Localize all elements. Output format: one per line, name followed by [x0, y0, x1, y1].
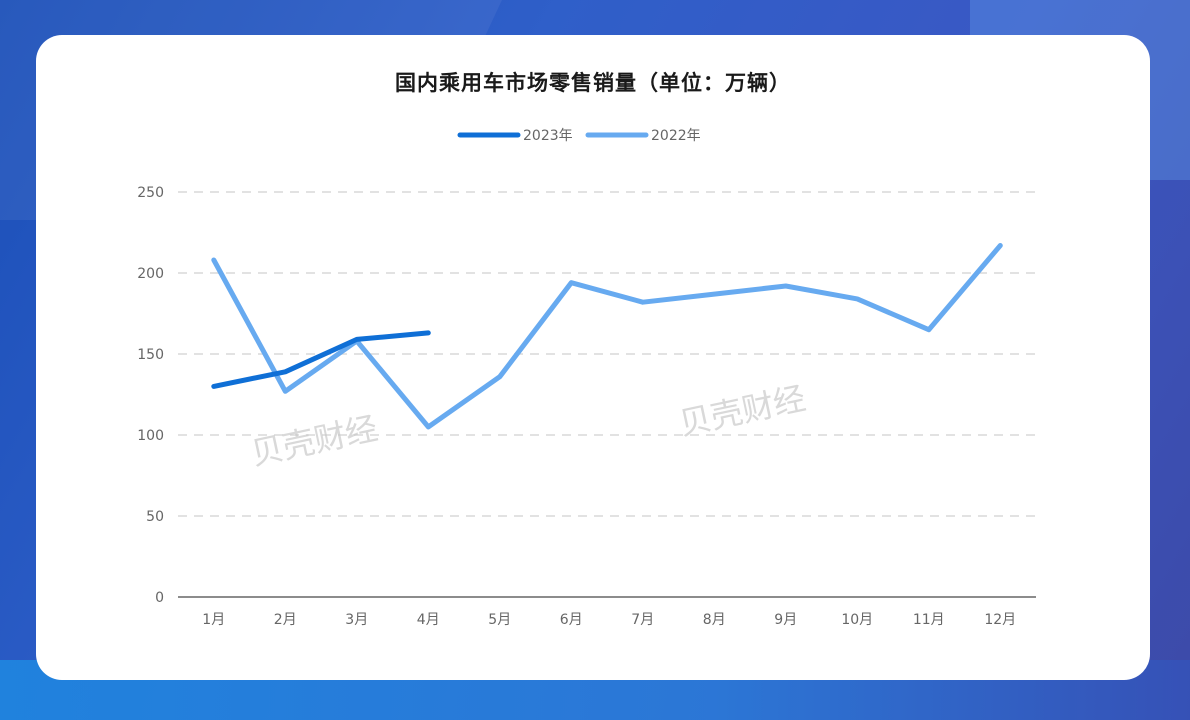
x-tick-label: 11月	[913, 612, 945, 628]
x-tick-label: 3月	[345, 612, 368, 628]
x-tick-label: 12月	[984, 612, 1016, 628]
x-tick-label: 6月	[560, 612, 583, 628]
legend-label: 2022年	[651, 128, 701, 144]
y-tick-label: 150	[137, 347, 164, 363]
x-tick-label: 4月	[417, 612, 440, 628]
legend-label: 2023年	[523, 128, 573, 144]
x-tick-label: 7月	[631, 612, 654, 628]
y-tick-label: 0	[155, 590, 164, 606]
chart-card: 国内乘用车市场零售销量（单位：万辆） 0 50 100 150 200 250 1月 2月 3月…	[36, 35, 1150, 680]
watermark: 贝壳财经	[248, 409, 381, 473]
watermark: 贝壳财经	[676, 379, 809, 443]
x-tick-label: 10月	[841, 612, 873, 628]
line-chart: 0 50 100 150 200 250 1月 2月 3月 4月 5月 6月 7月 8月 9月 10月 11月 1…	[137, 128, 1036, 628]
y-tick-label: 100	[137, 428, 164, 444]
y-tick-label: 200	[137, 266, 164, 282]
chart-title: 国内乘用车市场零售销量（单位：万辆）	[395, 71, 791, 95]
series-line-2023年	[211, 330, 431, 389]
x-tick-label: 2月	[274, 612, 297, 628]
x-tick-label: 1月	[202, 612, 225, 628]
y-tick-label: 250	[137, 185, 164, 201]
x-tick-label: 5月	[488, 612, 511, 628]
y-tick-label: 50	[146, 509, 164, 525]
series-line-2022年	[211, 243, 1003, 430]
x-tick-label: 8月	[703, 612, 726, 628]
x-tick-label: 9月	[774, 612, 797, 628]
